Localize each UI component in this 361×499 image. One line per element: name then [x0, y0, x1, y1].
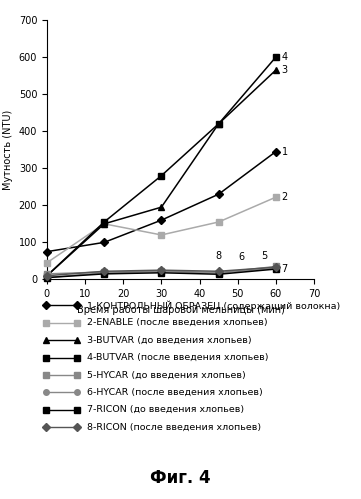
Text: 5: 5: [261, 250, 268, 260]
Text: 4-BUTVAR (после введения хлопьев): 4-BUTVAR (после введения хлопьев): [87, 353, 269, 362]
Y-axis label: Мутность (NTU): Мутность (NTU): [3, 110, 13, 190]
Text: 2-ENABLE (после введения хлопьев): 2-ENABLE (после введения хлопьев): [87, 318, 268, 327]
Text: 1: 1: [282, 147, 288, 157]
Text: 7: 7: [282, 264, 288, 274]
Text: Фиг. 4: Фиг. 4: [150, 469, 211, 487]
Text: 3: 3: [282, 65, 288, 75]
Text: 6: 6: [239, 252, 245, 262]
Text: 8-RICON (после введения хлопьев): 8-RICON (после введения хлопьев): [87, 423, 261, 432]
Text: 4: 4: [282, 52, 288, 62]
Text: 7-RICON (до введения хлопьев): 7-RICON (до введения хлопьев): [87, 405, 244, 414]
Text: 1-КОНТРОЛЬНЫЙ ОБРАЗЕЦ (содержащий волокна): 1-КОНТРОЛЬНЫЙ ОБРАЗЕЦ (содержащий волокн…: [87, 300, 340, 311]
X-axis label: Время работы шаровой мельницы (мин): Время работы шаровой мельницы (мин): [77, 305, 284, 315]
Text: 8: 8: [216, 251, 222, 261]
Text: 2: 2: [282, 192, 288, 202]
Text: 5-HYCAR (до введения хлопьев): 5-HYCAR (до введения хлопьев): [87, 370, 246, 380]
Text: 3-BUTVAR (до введения хлопьев): 3-BUTVAR (до введения хлопьев): [87, 336, 252, 345]
Text: 6-HYCAR (после введения хлопьев): 6-HYCAR (после введения хлопьев): [87, 388, 263, 397]
